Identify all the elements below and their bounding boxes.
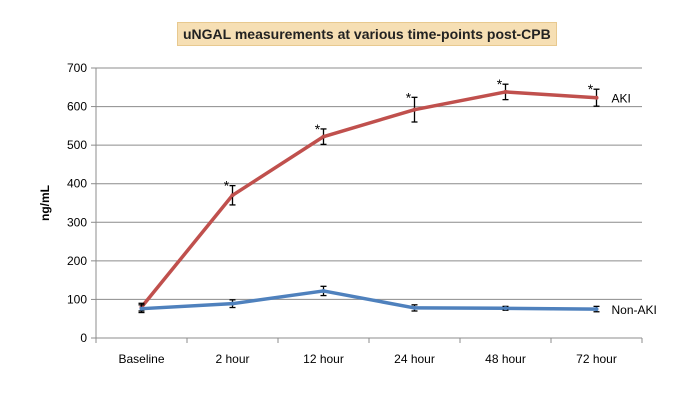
y-tick-label: 300 <box>67 215 87 229</box>
y-tick-label: 400 <box>67 177 87 191</box>
data-point <box>594 307 599 312</box>
significance-marker: * <box>406 89 412 105</box>
data-point <box>230 193 235 198</box>
data-point <box>594 95 599 100</box>
significance-marker: * <box>224 178 230 194</box>
series-line-non-aki <box>139 289 599 311</box>
data-point <box>503 89 508 94</box>
series-aki <box>138 83 600 312</box>
data-point <box>230 301 235 306</box>
x-tick-label: Baseline <box>118 352 164 366</box>
y-tick-label: 200 <box>67 254 87 268</box>
significance-marker: * <box>588 81 594 97</box>
chart-title: uNGAL measurements at various time-point… <box>177 22 557 46</box>
data-point <box>321 134 326 139</box>
y-axis-label: ng/mL <box>38 185 52 221</box>
y-tick-label: 500 <box>67 138 87 152</box>
data-point <box>503 306 508 311</box>
data-point <box>321 288 326 293</box>
x-tick-label: 12 hour <box>303 352 344 366</box>
series-line-aki <box>139 90 599 309</box>
labels: 0 100 200 300 400 500 600 700 Baseline 2 hour 12 h… <box>38 61 657 366</box>
y-tick-label: 700 <box>67 61 87 75</box>
y-tick-label: 600 <box>67 100 87 114</box>
y-tick-label: 100 <box>67 292 87 306</box>
y-tick-label: 0 <box>80 331 87 345</box>
series-non-aki <box>138 285 600 314</box>
axes <box>91 67 643 343</box>
data-point <box>412 305 417 310</box>
x-tick-label: 72 hour <box>576 352 617 366</box>
x-tick-label: 2 hour <box>215 352 249 366</box>
x-tick-label: 48 hour <box>485 352 526 366</box>
series-label-aki: AKI <box>612 92 631 106</box>
series-label-non-aki: Non-AKI <box>612 303 657 317</box>
series <box>138 83 600 314</box>
data-point <box>412 107 417 112</box>
significance-marker: * <box>497 76 503 92</box>
gridlines <box>96 67 642 300</box>
x-tick-label: 24 hour <box>394 352 435 366</box>
data-point <box>139 306 144 311</box>
significance-marker: * <box>315 121 321 137</box>
